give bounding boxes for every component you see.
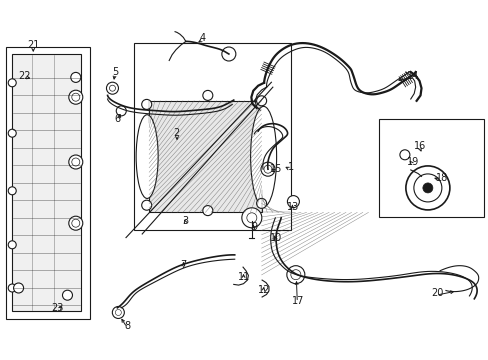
Text: 2: 2 [173,128,179,138]
Bar [12,54,81,311]
Circle shape [203,206,212,216]
Text: 15: 15 [269,164,282,174]
Text: 19: 19 [406,157,419,167]
Text: 14: 14 [406,71,419,81]
Text: 12: 12 [257,285,270,295]
Text: 20: 20 [430,288,443,298]
Circle shape [62,290,72,300]
Text: 22: 22 [18,71,31,81]
Circle shape [8,187,16,195]
Text: 9: 9 [251,222,257,232]
Circle shape [142,200,151,210]
Text: 5: 5 [112,67,118,77]
Text: 4: 4 [200,33,205,43]
Circle shape [399,150,409,160]
Circle shape [69,216,82,230]
Circle shape [405,166,449,210]
Circle shape [106,82,118,94]
Circle shape [8,241,16,249]
Circle shape [256,198,266,208]
Circle shape [14,283,23,293]
Text: 18: 18 [435,173,448,183]
Text: 13: 13 [286,202,299,212]
Text: 6: 6 [114,114,120,124]
Circle shape [71,72,81,82]
Circle shape [287,195,299,208]
Bar [378,119,483,217]
Text: 10: 10 [269,233,282,243]
Circle shape [8,79,16,87]
Circle shape [112,306,124,319]
Circle shape [8,129,16,137]
Circle shape [286,266,304,284]
Bar [6,47,90,319]
Ellipse shape [250,107,276,207]
Text: 23: 23 [51,303,64,313]
Text: 16: 16 [413,141,426,151]
Text: 1: 1 [287,162,293,172]
Bar [134,43,290,230]
Circle shape [116,106,126,116]
Text: 3: 3 [183,216,188,226]
Circle shape [242,208,261,228]
Ellipse shape [136,115,158,198]
Text: 7: 7 [180,260,186,270]
Circle shape [203,90,212,100]
Text: 21: 21 [27,40,40,50]
Text: 17: 17 [291,296,304,306]
Circle shape [422,183,432,193]
Circle shape [8,284,16,292]
Circle shape [69,90,82,104]
Circle shape [142,99,151,109]
Circle shape [222,47,235,61]
Circle shape [261,162,274,176]
Bar [149,101,261,212]
Text: 8: 8 [124,321,130,331]
Circle shape [256,96,266,106]
Circle shape [69,155,82,169]
Text: 11: 11 [238,272,250,282]
